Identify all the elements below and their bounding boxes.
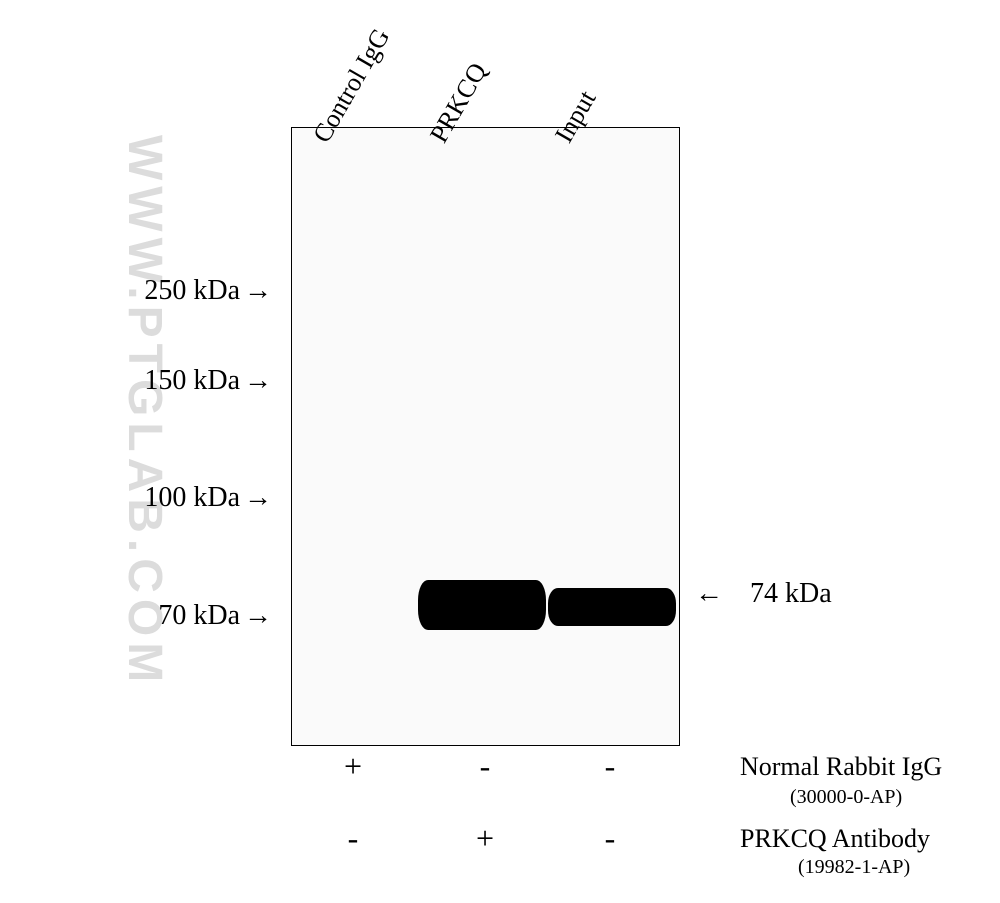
treatment-name: Normal Rabbit IgG — [740, 752, 942, 782]
treatment-symbol: + — [435, 820, 535, 857]
mw-marker-arrow-icon: → — [244, 600, 272, 632]
treatment-symbol: + — [303, 748, 403, 785]
treatment-symbol: - — [435, 748, 535, 785]
mw-marker-label: 70 kDa — [158, 600, 240, 632]
mw-marker-arrow-icon: → — [244, 275, 272, 307]
mw-marker-label: 150 kDa — [144, 365, 240, 397]
treatment-catalog: (30000-0-AP) — [790, 786, 902, 809]
treatment-symbol: - — [303, 820, 403, 857]
mw-marker-arrow-icon: → — [244, 365, 272, 397]
observed-band-arrow: ← — [695, 578, 723, 610]
treatment-catalog: (19982-1-AP) — [798, 856, 910, 879]
observed-band-label: 74 kDa — [750, 578, 832, 610]
blot-panel — [291, 127, 680, 746]
treatment-name: PRKCQ Antibody — [740, 824, 930, 854]
treatment-symbol: - — [560, 748, 660, 785]
mw-marker-label: 100 kDa — [144, 482, 240, 514]
blot-band — [548, 588, 676, 626]
treatment-symbol: - — [560, 820, 660, 857]
mw-marker-label: 250 kDa — [144, 275, 240, 307]
blot-band — [418, 580, 546, 630]
mw-marker-arrow-icon: → — [244, 482, 272, 514]
